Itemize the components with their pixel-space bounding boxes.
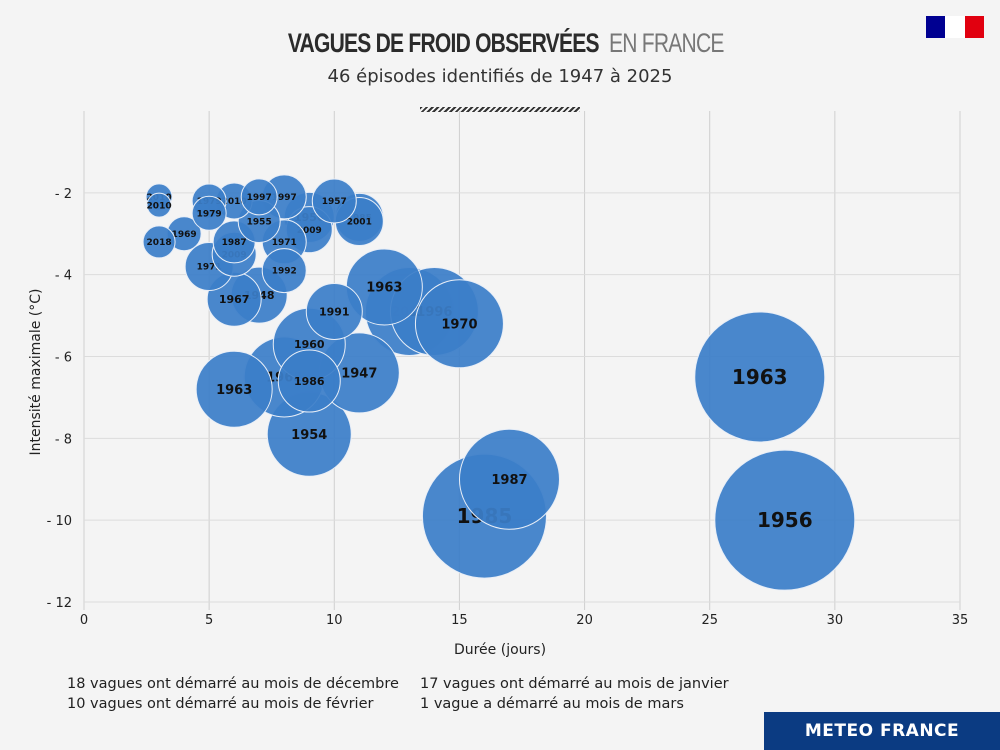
bubble-label-1955: 1955 — [247, 218, 272, 228]
bubble-1970[interactable] — [414, 279, 504, 369]
bubble-label-1992: 1992 — [272, 267, 297, 277]
y-tick-label-5: - 12 — [47, 596, 72, 611]
y-tick-label-2: - 6 — [55, 351, 72, 366]
bubble-1991[interactable] — [305, 282, 363, 340]
x-tick-label-7: 35 — [952, 613, 969, 628]
bubble-1987[interactable] — [458, 428, 560, 530]
bubble-label-1957: 1957 — [322, 197, 347, 207]
bubble-label-1987: 1987 — [491, 473, 527, 488]
bubble-2010[interactable] — [146, 192, 172, 218]
x-tick-label-3: 15 — [451, 613, 468, 628]
bubble-label-1997: 1997 — [272, 193, 297, 203]
footer-march: 1 vague a démarré au mois de mars — [420, 696, 684, 712]
meteo-france-logo: METEO FRANCE — [764, 712, 1000, 750]
bubble-1997[interactable] — [240, 178, 278, 216]
footer-february: 10 vagues ont démarré au mois de février — [67, 696, 374, 712]
bubble-1992[interactable] — [261, 248, 307, 294]
bubble-label-1963: 1963 — [216, 383, 252, 398]
bubble-label-1970: 1970 — [441, 317, 477, 332]
bubble-label-1963: 1963 — [732, 365, 788, 389]
chart-title: VAGUES DE FROID OBSERVÉES EN FRANCE — [0, 28, 1000, 59]
x-tick-label-5: 25 — [701, 613, 718, 628]
bubble-1957[interactable] — [311, 178, 357, 224]
footer-january: 17 vagues ont démarré au mois de janvier — [420, 676, 729, 692]
x-tick-label-6: 30 — [827, 613, 844, 628]
bubble-label-1971: 1971 — [272, 238, 297, 248]
x-tick-label-0: 0 — [80, 613, 88, 628]
bubble-label-2010: 2010 — [222, 197, 247, 207]
x-tick-label-4: 20 — [576, 613, 593, 628]
bubble-label-1979: 1979 — [197, 209, 222, 219]
bubble-1963[interactable] — [195, 350, 273, 428]
y-tick-label-0: - 2 — [55, 187, 72, 202]
x-tick-label-1: 5 — [205, 613, 213, 628]
tick-labels: 0 5 10 15 20 25 30 35 - 2 - 4 - 6 - 8 - 10 - 12 — [47, 187, 969, 628]
bubble-label-1954: 1954 — [291, 428, 327, 443]
decorative-divider — [420, 107, 580, 112]
x-axis-label: Durée (jours) — [454, 642, 546, 658]
bubbles-layer: 1956196319851987201219961970195419681947… — [142, 174, 856, 591]
y-tick-label-3: - 8 — [55, 432, 72, 447]
bubble-1986[interactable] — [277, 349, 341, 413]
bubble-label-1986: 1986 — [294, 375, 325, 388]
bubble-label-1991: 1991 — [319, 305, 350, 318]
bubble-label-2001: 2001 — [347, 218, 372, 228]
y-tick-label-4: - 10 — [47, 514, 72, 529]
bubble-label-1947: 1947 — [341, 366, 377, 381]
bubble-label-1987: 1987 — [222, 238, 247, 248]
x-tick-label-2: 10 — [326, 613, 343, 628]
bubble-1979[interactable] — [191, 195, 227, 231]
bubble-label-2018: 2018 — [147, 238, 172, 248]
footer-december: 18 vagues ont démarré au mois de décembr… — [67, 676, 399, 692]
bubble-label-1963: 1963 — [366, 280, 402, 295]
bubble-label-1969: 1969 — [172, 230, 197, 240]
bubble-2018[interactable] — [142, 225, 176, 259]
y-tick-label-1: - 4 — [55, 269, 72, 284]
bubble-label-2009: 2009 — [297, 226, 322, 236]
bubble-label-1971: 1971 — [197, 263, 222, 273]
bubble-label-1960: 1960 — [294, 338, 325, 351]
title-light: EN FRANCE — [609, 28, 724, 58]
y-axis-label: Intensité maximale (°C) — [28, 289, 44, 456]
french-flag-logo — [926, 16, 984, 38]
bubble-label-2010: 2010 — [147, 201, 172, 211]
bubble-1963[interactable] — [694, 311, 826, 443]
bubble-label-1956: 1956 — [757, 508, 813, 532]
bubble-1956[interactable] — [714, 449, 856, 591]
bubble-label-1967: 1967 — [219, 293, 250, 306]
chart-subtitle: 46 épisodes identifiés de 1947 à 2025 — [327, 66, 673, 87]
bubble-label-1997: 1997 — [247, 193, 272, 203]
title-bold: VAGUES DE FROID OBSERVÉES — [287, 28, 600, 58]
